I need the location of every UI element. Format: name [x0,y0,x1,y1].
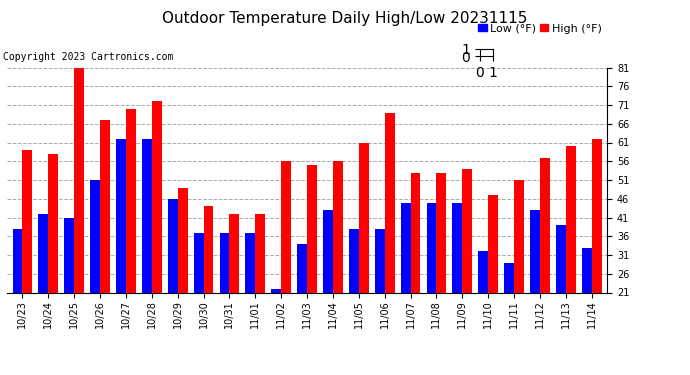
Bar [219,232,229,371]
Bar [142,139,152,371]
Bar [75,64,84,371]
Bar [375,229,385,371]
Bar [255,214,265,371]
Text: Outdoor Temperature Daily High/Low 20231115: Outdoor Temperature Daily High/Low 20231… [162,11,528,26]
Bar [426,202,437,371]
Bar [64,217,75,371]
Bar [556,225,566,371]
Bar [504,262,514,371]
Bar [22,150,32,371]
Bar [582,248,591,371]
Bar [437,172,446,371]
Bar [540,158,550,371]
Bar [349,229,359,371]
Bar [385,112,395,371]
Bar [489,195,498,371]
Bar [271,289,282,371]
Bar [307,165,317,371]
Bar [591,139,602,371]
Bar [514,180,524,371]
Bar [168,199,177,371]
Bar [462,169,472,371]
Bar [453,202,462,371]
Bar [297,244,307,371]
Bar [566,146,575,371]
Legend: Low (°F), High (°F): Low (°F), High (°F) [478,24,602,33]
Bar [12,229,22,371]
Bar [333,161,343,371]
Bar [126,109,136,371]
Bar [411,172,420,371]
Bar [194,232,204,371]
Bar [478,251,488,371]
Bar [359,142,368,371]
Bar [152,101,161,371]
Bar [39,214,48,371]
Bar [100,120,110,371]
Bar [204,206,213,371]
Bar [530,210,540,371]
Bar [229,214,239,371]
Bar [116,139,126,371]
Text: Copyright 2023 Cartronics.com: Copyright 2023 Cartronics.com [3,53,174,63]
Bar [323,210,333,371]
Bar [282,161,291,371]
Bar [401,202,411,371]
Bar [246,232,255,371]
Bar [90,180,100,371]
Bar [48,154,58,371]
Bar [178,188,188,371]
